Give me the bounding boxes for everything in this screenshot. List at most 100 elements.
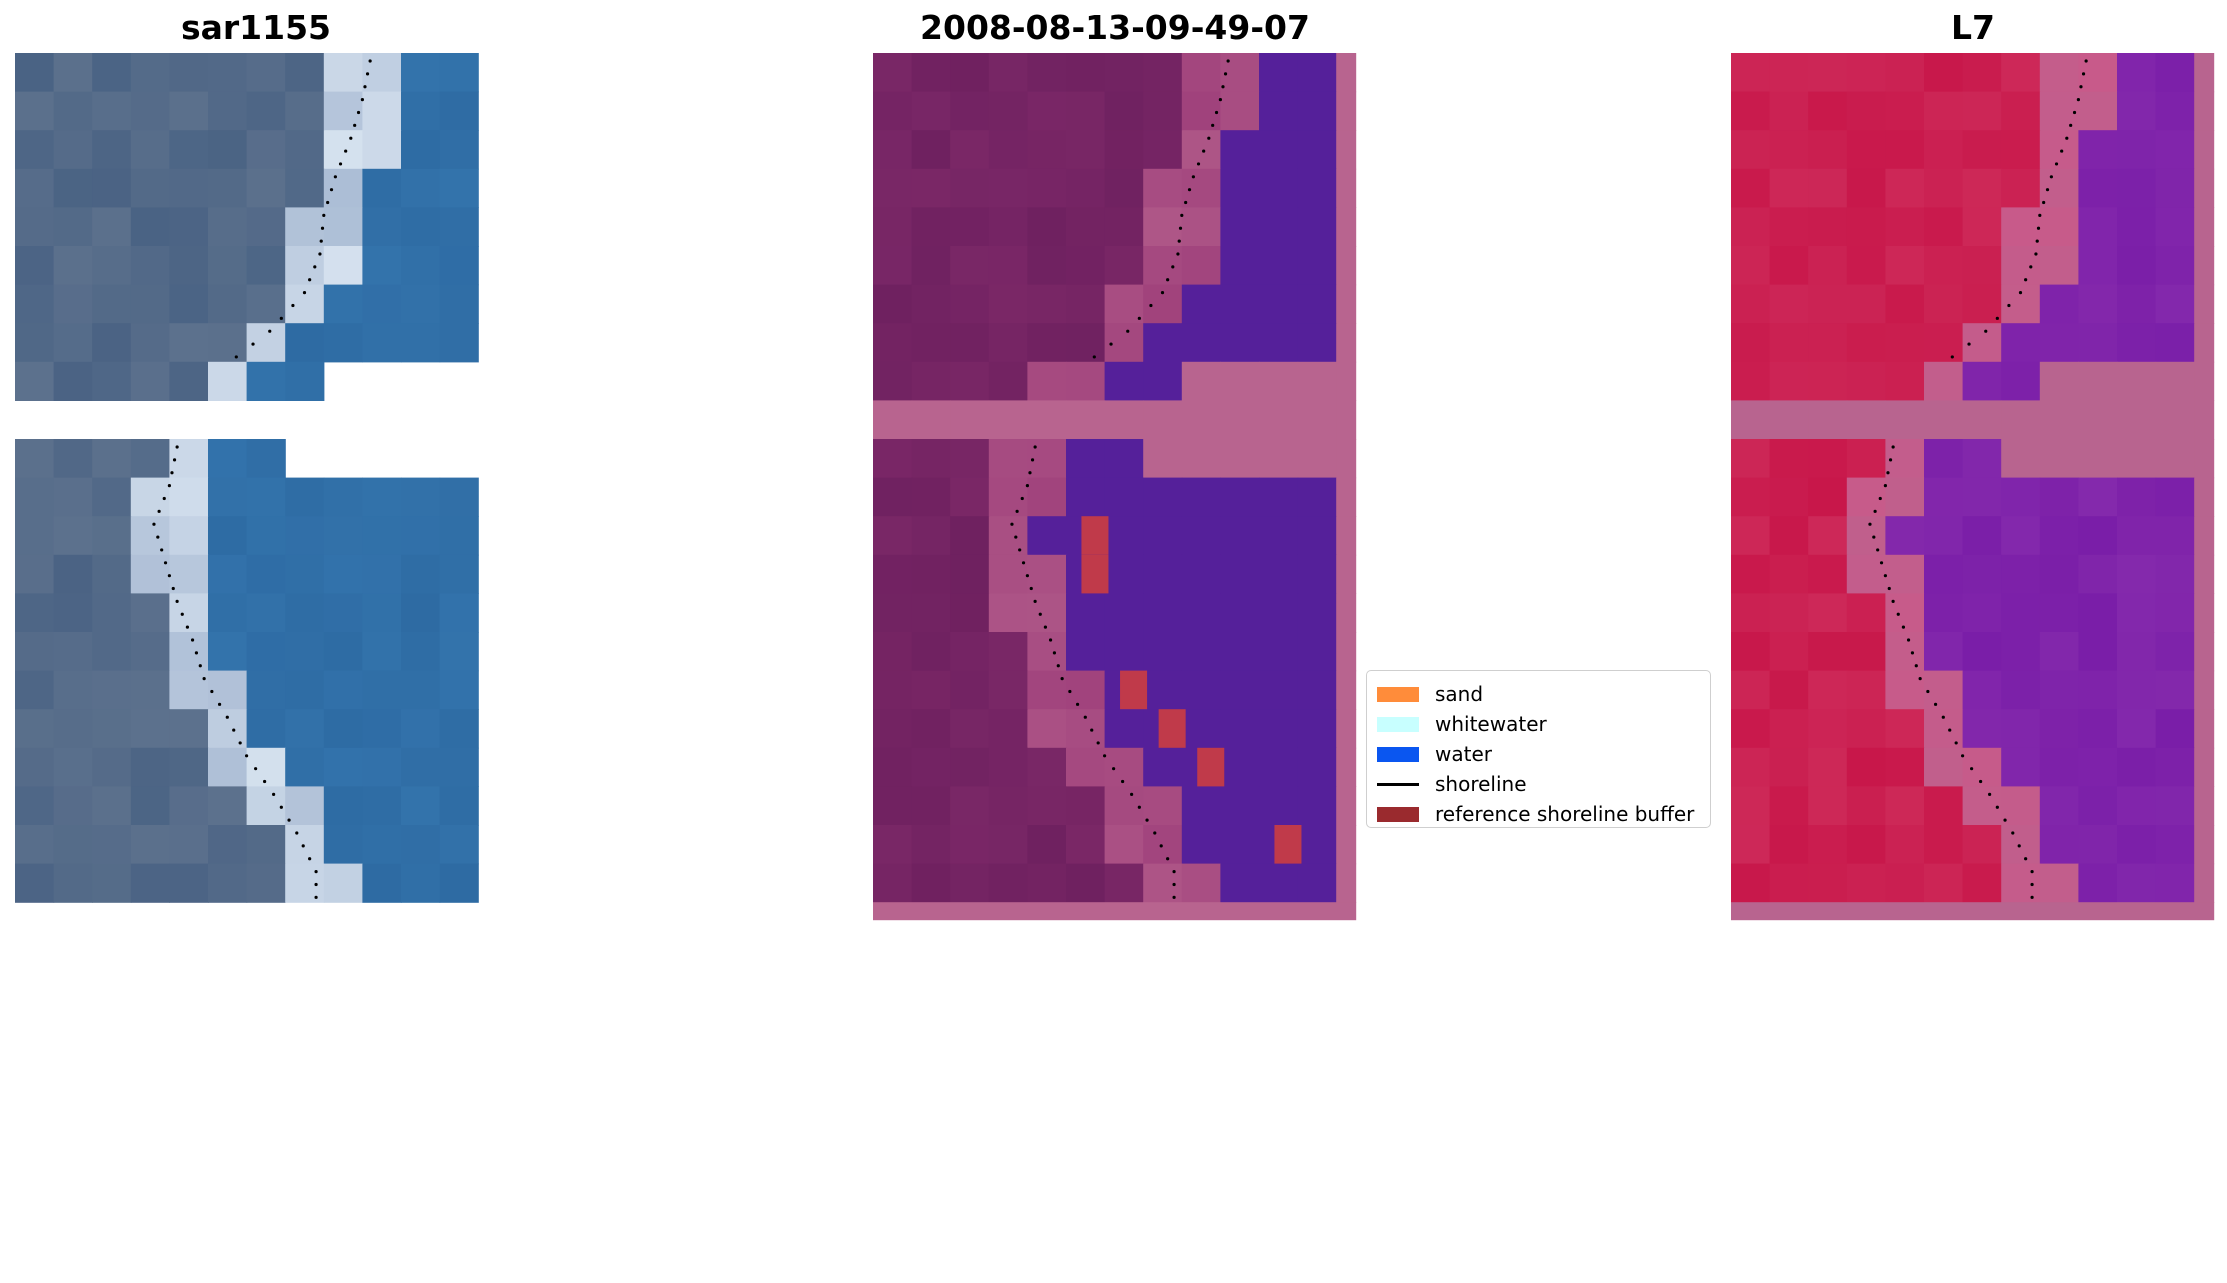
shoreline-point <box>156 535 160 539</box>
image-pixel <box>1066 670 1106 710</box>
image-pixel <box>1885 632 1925 672</box>
image-pixel <box>1066 53 1106 93</box>
image-pixel <box>1924 863 1964 903</box>
image-pixel <box>1731 825 1771 865</box>
image-pixel <box>208 168 248 208</box>
image-pixel <box>1885 91 1925 131</box>
image-pixel <box>1924 284 1964 324</box>
image-pixel <box>1885 168 1925 208</box>
image-pixel <box>439 670 479 710</box>
image-pixel <box>15 53 55 93</box>
image-pixel <box>2039 130 2079 170</box>
image-pixel <box>439 207 479 247</box>
image-pixel <box>130 786 170 826</box>
image-pixel <box>1769 53 1809 93</box>
shoreline-point <box>202 677 206 681</box>
image-pixel <box>169 747 209 787</box>
image-pixel <box>2078 246 2118 286</box>
shoreline-point <box>1979 779 1983 784</box>
image-pixel <box>130 554 170 594</box>
buffer-swatch <box>1377 806 1419 822</box>
image-pixel <box>2078 53 2118 93</box>
image-pixel <box>130 53 170 93</box>
image-pixel <box>1731 361 1771 401</box>
nodata-edge <box>2194 361 2215 401</box>
image-pixel <box>1104 53 1144 93</box>
shoreline-point <box>1948 728 1952 732</box>
image-pixel <box>950 709 990 749</box>
rgb-image-panel <box>15 53 479 903</box>
nodata-edge <box>1336 554 1357 594</box>
image-pixel <box>1731 91 1771 131</box>
image-pixel <box>2001 593 2041 633</box>
shoreline-point <box>2003 818 2007 822</box>
shoreline-point <box>1180 213 1184 217</box>
shoreline-point <box>1056 664 1060 668</box>
image-pixel <box>988 130 1028 170</box>
image-pixel <box>1846 593 1886 633</box>
image-pixel <box>1962 477 2002 517</box>
image-pixel <box>323 786 363 826</box>
image-pixel <box>1220 593 1260 633</box>
image-pixel <box>1769 130 1809 170</box>
image-pixel <box>1181 284 1221 324</box>
image-pixel <box>1846 168 1886 208</box>
image-pixel <box>401 168 441 208</box>
image-pixel <box>401 207 441 247</box>
image-pixel <box>1143 863 1183 903</box>
image-pixel <box>92 323 132 363</box>
shoreline-point <box>162 496 166 501</box>
image-pixel <box>1259 709 1299 749</box>
image-pixel <box>1885 246 1925 286</box>
image-pixel <box>401 632 441 672</box>
image-pixel <box>1769 207 1809 247</box>
image-pixel <box>208 284 248 324</box>
image-pixel <box>323 709 363 749</box>
image-pixel <box>1220 439 1260 479</box>
image-pixel <box>1143 439 1183 479</box>
shoreline-point <box>251 342 255 346</box>
image-pixel <box>439 284 479 324</box>
image-pixel <box>2117 709 2157 749</box>
image-pixel <box>1846 207 1886 247</box>
image-pixel <box>1104 130 1144 170</box>
image-pixel <box>950 53 990 93</box>
image-pixel <box>92 516 132 556</box>
image-pixel <box>2039 786 2079 826</box>
image-pixel <box>2078 747 2118 787</box>
shoreline-point <box>314 895 318 899</box>
shoreline-point <box>1068 689 1072 694</box>
panel-title-date: 2008-08-13-09-49-07 <box>920 8 1310 47</box>
image-pixel <box>246 554 286 594</box>
nodata-edge <box>2194 516 2215 556</box>
image-pixel <box>2117 168 2157 208</box>
nodata-edge <box>2194 323 2215 363</box>
image-pixel <box>246 53 286 93</box>
shoreline-point <box>1109 342 1113 346</box>
panel-title-l7: L7 <box>1951 8 1995 47</box>
nodata-edge <box>1336 786 1357 826</box>
nodata-edge <box>1336 439 1357 479</box>
shoreline-point <box>1910 651 1915 655</box>
image-pixel <box>1731 786 1771 826</box>
nodata-edge <box>2194 709 2215 749</box>
image-pixel <box>285 284 325 324</box>
image-pixel <box>2155 554 2195 594</box>
image-pixel <box>1259 632 1299 672</box>
image-pixel <box>130 863 170 903</box>
image-pixel <box>1924 554 1964 594</box>
image-pixel <box>1297 130 1337 170</box>
image-pixel <box>873 670 913 710</box>
image-pixel <box>1731 246 1771 286</box>
image-pixel <box>1143 554 1183 594</box>
image-pixel <box>950 747 990 787</box>
image-pixel <box>1104 439 1144 479</box>
image-pixel <box>911 323 951 363</box>
image-pixel <box>1885 323 1925 363</box>
image-pixel <box>2001 439 2041 479</box>
image-pixel <box>92 361 132 401</box>
image-pixel <box>1924 400 1964 440</box>
shoreline-point <box>2007 303 2011 308</box>
image-pixel <box>362 747 402 787</box>
image-pixel <box>246 516 286 556</box>
